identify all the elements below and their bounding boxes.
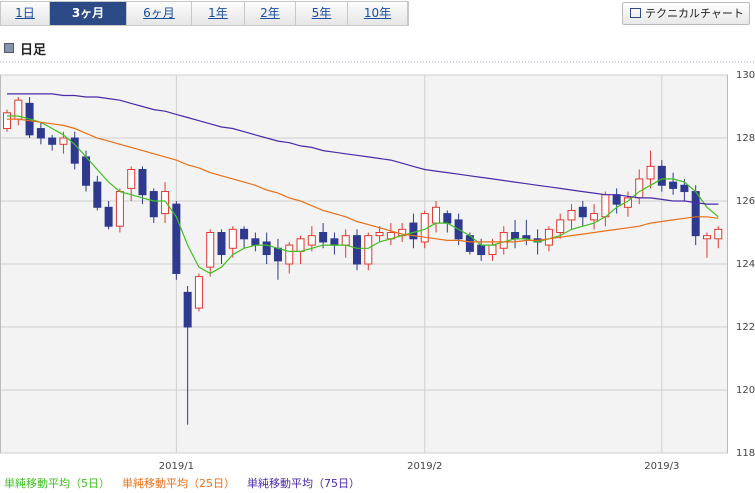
button-icon (630, 8, 641, 18)
candle-body (3, 112, 11, 130)
candle-body (556, 219, 565, 233)
section-title-text: 日足 (20, 43, 47, 58)
candle-body (273, 247, 282, 262)
candle-body (646, 165, 655, 180)
candle-body (217, 232, 226, 256)
candle-body (262, 241, 271, 256)
moving-average-line (7, 115, 719, 275)
candle-body (161, 191, 170, 215)
candle-body (669, 181, 678, 189)
candle-body (149, 191, 158, 218)
candle-body (635, 178, 644, 199)
section-title: 日足 (4, 39, 46, 58)
candle-body (285, 244, 294, 265)
candle-body (104, 206, 113, 227)
candle-body (48, 137, 57, 145)
candle-body (251, 238, 260, 246)
candle-body (612, 194, 621, 205)
candle-body (657, 165, 666, 186)
candle-body (601, 194, 610, 218)
x-tick-label: 2019/3 (644, 461, 679, 472)
candle-body (375, 232, 384, 237)
candle-body (115, 191, 124, 227)
candle-body (36, 128, 45, 139)
period-tab[interactable]: 1年 (192, 2, 245, 25)
legend-entry: 単純移動平均（5日） (4, 476, 110, 490)
candle-body (714, 228, 723, 240)
y-tick-label: 128 (736, 133, 755, 144)
candle-body (567, 209, 576, 221)
candle-body (364, 235, 373, 265)
candle-body (93, 181, 102, 208)
candle-body (82, 156, 91, 186)
period-tab[interactable]: 6ヶ月 (127, 2, 192, 25)
period-tabs: 1日 3ヶ月 6ヶ月 1年 2年 5年 10年 (0, 1, 409, 26)
y-tick-label: 130 (736, 70, 755, 81)
period-tab[interactable]: 10年 (348, 2, 408, 25)
candle-body (240, 228, 249, 240)
candle-body (307, 235, 316, 246)
candle-body (578, 206, 587, 218)
candle-body (544, 228, 553, 246)
candle-body (319, 232, 328, 243)
candle-body (172, 203, 181, 274)
y-tick-label: 122 (736, 322, 755, 333)
technical-chart-button[interactable]: テクニカルチャート (622, 2, 750, 25)
candle-body (341, 235, 350, 246)
y-tick-label: 126 (736, 196, 755, 207)
legend-entry: 単純移動平均（25日） (122, 476, 235, 490)
y-tick-label: 118 (736, 448, 755, 459)
candle-body (206, 232, 215, 268)
moving-average-line (7, 93, 719, 205)
candle-body (330, 238, 339, 246)
candle-body (488, 244, 497, 256)
candle-body (352, 235, 361, 265)
button-label: テクニカルチャート (645, 7, 744, 20)
x-tick-label: 2019/2 (407, 461, 442, 472)
legend-entry: 単純移動平均（75日） (247, 476, 360, 490)
candle-body (138, 169, 147, 196)
candle-body (680, 184, 689, 193)
candle-body (499, 232, 508, 249)
candle-body (590, 213, 599, 221)
candle-body (296, 238, 305, 252)
candle-body (511, 232, 520, 240)
candle-body (183, 291, 192, 328)
x-tick-label: 2019/1 (159, 461, 194, 472)
candle-body (194, 276, 203, 309)
candle-body (432, 206, 441, 224)
candle-body (59, 137, 68, 145)
moving-average-line (7, 118, 719, 243)
y-tick-label: 124 (736, 259, 755, 270)
candle-body (691, 191, 700, 237)
period-tab[interactable]: 5年 (296, 2, 348, 25)
period-tab[interactable]: 3ヶ月 (50, 2, 127, 25)
candle-body (127, 169, 136, 189)
candle-body (477, 244, 486, 256)
candle-body (443, 213, 452, 224)
candle-body (702, 235, 711, 240)
section-icon (4, 43, 14, 53)
period-tab[interactable]: 1日 (1, 2, 50, 25)
candle-body (70, 137, 79, 164)
candle-body (228, 228, 237, 249)
y-tick-label: 120 (736, 385, 755, 396)
period-tab[interactable]: 2年 (245, 2, 296, 25)
